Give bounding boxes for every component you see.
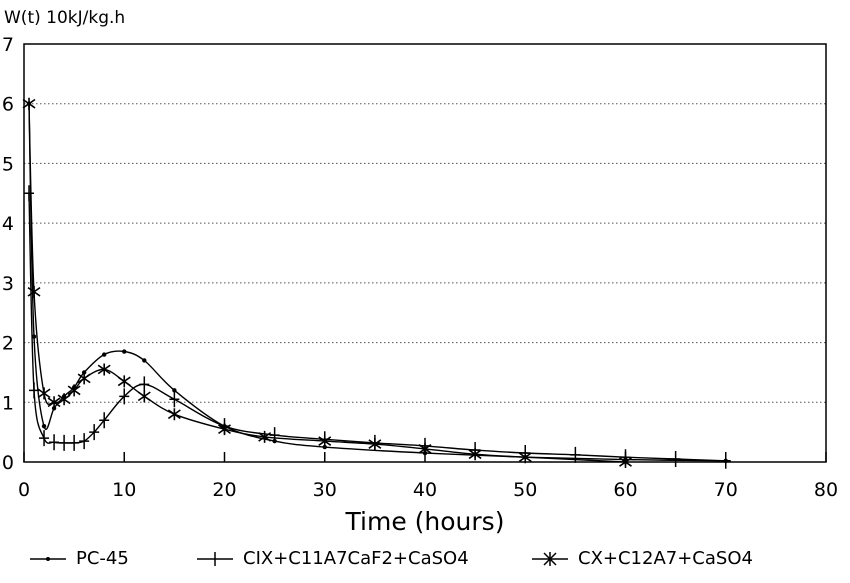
data-point-star [167, 408, 181, 421]
data-point-star [318, 435, 332, 448]
data-point-star [258, 430, 272, 443]
data-point-star [218, 423, 231, 436]
data-point-dot [41, 423, 47, 429]
x-tick-label: 0 [18, 479, 30, 501]
data-point-plus [119, 388, 130, 405]
x-tick-label: 40 [413, 479, 437, 501]
data-point-star [77, 372, 91, 385]
data-point-star [468, 448, 482, 461]
data-point-star [37, 387, 51, 400]
legend-item-pc45: PC-45 [28, 548, 129, 569]
data-point-plus [39, 430, 50, 447]
data-point-plus [269, 427, 280, 444]
data-point-plus [29, 382, 40, 399]
data-point-star [619, 456, 632, 468]
y-tick-label: 6 [2, 94, 14, 116]
data-point-star [137, 390, 151, 403]
data-point-star [57, 393, 71, 406]
y-tick-label: 5 [2, 153, 14, 175]
legend-marker-dot-icon [30, 556, 66, 561]
data-point-star [518, 451, 532, 464]
x-tick-label: 60 [613, 479, 637, 501]
data-point-plus [139, 376, 150, 393]
data-point-plus [69, 434, 80, 451]
data-point-plus [24, 185, 35, 202]
x-tick-label: 70 [714, 479, 738, 501]
x-tick-label: 50 [513, 479, 537, 501]
data-point-plus [720, 452, 731, 469]
series-line-0 [28, 103, 726, 462]
data-point-plus [59, 434, 70, 451]
y-tick-label: 2 [2, 333, 14, 355]
data-point-star [117, 375, 131, 388]
data-point-plus [99, 412, 110, 429]
data-point-plus [79, 433, 90, 450]
data-point-plus [169, 391, 180, 408]
y-tick-label: 4 [2, 213, 14, 235]
legend-label: PC-45 [76, 548, 129, 569]
data-point-star [27, 285, 41, 298]
x-tick-label: 30 [313, 479, 337, 501]
legend-item-cix: CIX+C11A7CaF2+CaSO4 [195, 548, 469, 569]
data-point-dot [172, 388, 177, 393]
data-point-star [47, 396, 61, 409]
x-tick-label: 10 [112, 479, 136, 501]
y-tick-label: 7 [2, 34, 14, 56]
data-point-dot [102, 352, 107, 357]
legend-item-cx: CX+C12A7+CaSO4 [530, 548, 753, 569]
y-tick-label: 3 [2, 273, 14, 295]
y-tick-label: 0 [2, 452, 14, 474]
x-tick-label: 20 [212, 479, 236, 501]
data-point-plus [49, 434, 60, 451]
y-tick-label: 1 [2, 392, 14, 414]
data-point-star [418, 442, 432, 455]
data-point-dot [31, 334, 37, 339]
data-point-dot [122, 349, 127, 354]
legend-marker-plus-icon [197, 551, 233, 566]
x-axis-label: Time (hours) [345, 507, 505, 536]
data-point-star [97, 363, 111, 376]
data-point-dot [142, 358, 147, 363]
y-axis-label: W(t) 10kJ/kg.h [4, 8, 126, 28]
data-point-plus [670, 451, 681, 468]
data-point-star [368, 438, 382, 451]
legend-marker-star-icon [532, 551, 568, 566]
data-point-plus [89, 424, 100, 441]
data-point-star [22, 97, 36, 110]
x-tick-label: 80 [814, 479, 838, 501]
data-point-star [67, 384, 81, 397]
series-line-1 [28, 193, 726, 462]
legend-label: CIX+C11A7CaF2+CaSO4 [243, 548, 469, 569]
legend-label: CX+C12A7+CaSO4 [578, 548, 753, 569]
